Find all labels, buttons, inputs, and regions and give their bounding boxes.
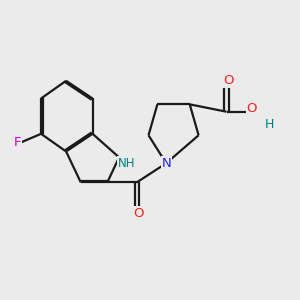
Text: F: F bbox=[14, 136, 21, 149]
Text: NH: NH bbox=[118, 157, 135, 170]
Text: O: O bbox=[246, 102, 257, 115]
Text: O: O bbox=[223, 74, 233, 87]
Text: H: H bbox=[265, 118, 274, 131]
Text: N: N bbox=[161, 157, 171, 170]
Text: O: O bbox=[133, 207, 143, 220]
